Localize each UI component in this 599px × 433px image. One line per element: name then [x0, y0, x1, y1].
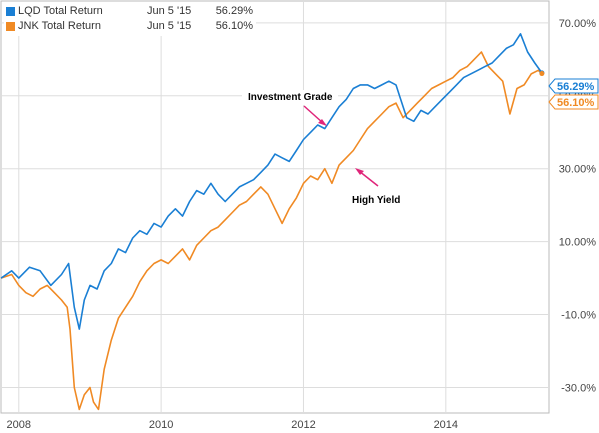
x-tick-label: 2014 [434, 419, 458, 431]
investment-grade-arrowhead [318, 119, 327, 126]
end-label-text: 56.10% [557, 97, 595, 109]
series-lines [0, 33, 543, 411]
annotation-investment-grade: Investment Grade [242, 90, 339, 105]
legend-swatch-jnk [6, 22, 15, 31]
legend-item-lqd: LQD Total Return Jun 5 '15 56.29% [4, 4, 256, 19]
legend-series-name: JNK Total Return [18, 20, 101, 32]
grid-lines [1, 1, 549, 413]
legend: LQD Total Return Jun 5 '15 56.29% JNK To… [4, 2, 256, 36]
series-line-lqd [0, 33, 543, 330]
y-tick-label: 30.00% [559, 164, 597, 176]
x-tick-label: 2008 [7, 419, 31, 431]
high-yield-arrowhead [355, 168, 364, 175]
plot-area-border [0, 0, 550, 414]
legend-swatch-lqd [6, 7, 15, 16]
legend-date: Jun 5 '15 [147, 5, 192, 17]
legend-date: Jun 5 '15 [147, 20, 192, 32]
series-end-marker [539, 71, 545, 77]
legend-value: 56.10% [215, 20, 253, 32]
legend-value: 56.29% [215, 5, 253, 17]
end-label-text: 56.29% [557, 81, 595, 93]
x-tick-label: 2012 [291, 419, 315, 431]
end-label-box [548, 94, 599, 110]
y-tick-label: 70.00% [559, 18, 597, 30]
legend-item-jnk: JNK Total Return Jun 5 '15 56.10% [4, 19, 256, 34]
annotation-arrows [303, 105, 379, 187]
series-line-jnk [0, 51, 543, 411]
y-tick-label: -10.0% [561, 310, 596, 322]
investment-grade-arrow-line [303, 105, 324, 124]
end-value-labels: 56.29% 56.10% [539, 70, 599, 110]
annotation-high-yield: High Yield [326, 192, 411, 209]
y-tick-label: 10.00% [559, 237, 597, 249]
end-label-box [548, 78, 599, 94]
x-axis-tick-labels: 2008 2010 2012 2014 [7, 419, 458, 431]
legend-series-name: LQD Total Return [18, 5, 103, 17]
high-yield-arrow-line [358, 170, 379, 187]
x-tick-label: 2010 [149, 419, 173, 431]
y-tick-label: -30.0% [561, 382, 596, 394]
